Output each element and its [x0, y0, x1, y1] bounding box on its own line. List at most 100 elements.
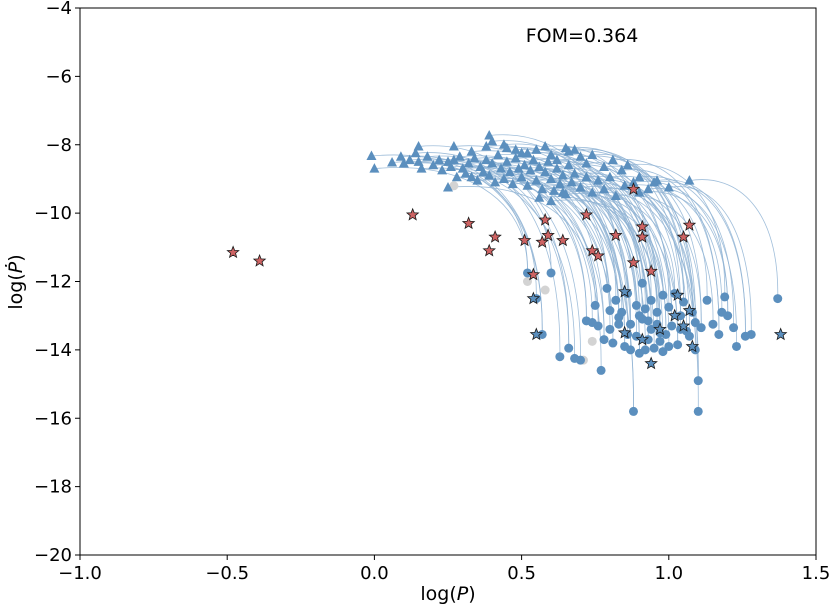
initial-point	[466, 146, 477, 156]
gray-point	[540, 285, 550, 295]
initial-point	[466, 171, 477, 182]
initial-point	[413, 156, 424, 166]
initial-point	[616, 164, 627, 175]
initial-point	[478, 166, 489, 177]
initial-point	[445, 161, 456, 171]
observed-blue-star	[644, 356, 658, 370]
evolved-point	[602, 283, 612, 293]
evolved-point	[649, 343, 659, 353]
observed-red-star	[517, 233, 532, 247]
evolution-track	[433, 164, 587, 321]
evolved-point	[634, 311, 644, 321]
initial-point	[540, 140, 551, 151]
observed-blue-star	[685, 339, 700, 353]
evolved-point	[617, 307, 627, 317]
evolved-point	[693, 406, 703, 416]
evolution-track	[656, 179, 746, 337]
observed-red-star	[635, 229, 650, 243]
initial-point	[410, 147, 421, 158]
evolved-point	[564, 343, 574, 353]
initial-point	[510, 144, 521, 154]
observed-blue-star	[773, 327, 788, 341]
initial-point	[534, 161, 545, 171]
evolved-point	[690, 318, 700, 328]
observed-red-star	[682, 217, 697, 231]
initial-point	[422, 151, 433, 161]
initial-point	[663, 181, 674, 192]
observed-red-star	[541, 228, 555, 242]
observed-red-star	[405, 207, 420, 221]
initial-point	[507, 178, 518, 189]
initial-point	[448, 154, 459, 165]
evolved-point	[555, 352, 565, 362]
evolution-track	[521, 176, 646, 350]
evolved-point	[658, 290, 668, 300]
evolution-track	[556, 167, 670, 347]
evolved-point	[640, 345, 650, 355]
initial-point	[522, 180, 533, 190]
initial-point	[428, 159, 439, 170]
evolved-point	[605, 306, 615, 316]
evolved-point	[693, 376, 703, 386]
observed-red-star	[556, 233, 570, 247]
evolved-point	[723, 311, 733, 321]
y-tick-label: −16	[34, 408, 72, 429]
observed-blue-star	[617, 325, 632, 339]
initial-point	[522, 147, 533, 158]
initial-point	[501, 156, 512, 166]
initial-point	[684, 175, 695, 185]
initial-point	[557, 187, 568, 197]
initial-point	[366, 150, 377, 161]
initial-point	[634, 171, 645, 182]
y-tick-label: −14	[34, 340, 72, 361]
initial-point	[413, 140, 424, 151]
evolved-point	[570, 353, 580, 363]
evolved-point	[652, 307, 662, 317]
y-tick-label: −6	[45, 66, 72, 87]
observed-red-star	[252, 253, 267, 267]
evolved-point	[673, 340, 683, 350]
initial-point	[487, 158, 498, 168]
evolved-point	[684, 331, 694, 341]
initial-point	[551, 154, 562, 165]
initial-point	[443, 181, 453, 192]
y-tick-label: −8	[45, 135, 72, 156]
observed-red-star	[644, 264, 658, 277]
initial-point	[548, 185, 559, 195]
x-tick-label: 0.5	[507, 563, 536, 584]
evolved-point	[658, 347, 668, 357]
evolution-track	[639, 191, 729, 316]
evolved-point	[696, 323, 706, 333]
initial-point	[543, 156, 554, 166]
evolved-point	[628, 406, 638, 416]
initial-point	[575, 151, 586, 161]
observed-red-star	[482, 243, 496, 257]
initial-point	[481, 140, 492, 151]
observed-red-star	[676, 229, 691, 243]
initial-point	[416, 163, 427, 173]
initial-point	[454, 151, 465, 161]
initial-point	[434, 154, 445, 165]
initial-point	[460, 168, 471, 178]
initial-point	[510, 152, 521, 163]
initial-point	[513, 163, 524, 173]
observed-red-star	[538, 212, 552, 226]
initial-point	[587, 149, 598, 160]
x-tick-label: 1.0	[654, 563, 683, 584]
initial-point	[463, 158, 474, 168]
evolved-point	[611, 295, 621, 305]
evolution-track	[574, 172, 687, 332]
initial-point	[519, 159, 530, 170]
evolved-point	[773, 294, 783, 304]
evolved-point	[729, 323, 739, 333]
initial-point	[537, 183, 548, 194]
evolution-track	[624, 184, 723, 313]
evolution-track	[495, 181, 631, 325]
evolution-track	[592, 191, 699, 381]
observed-red-star	[579, 207, 594, 221]
evolved-point	[626, 319, 636, 329]
initial-point	[569, 168, 580, 178]
evolved-point	[626, 345, 636, 355]
initial-point	[546, 149, 557, 160]
evolved-point	[643, 316, 653, 326]
